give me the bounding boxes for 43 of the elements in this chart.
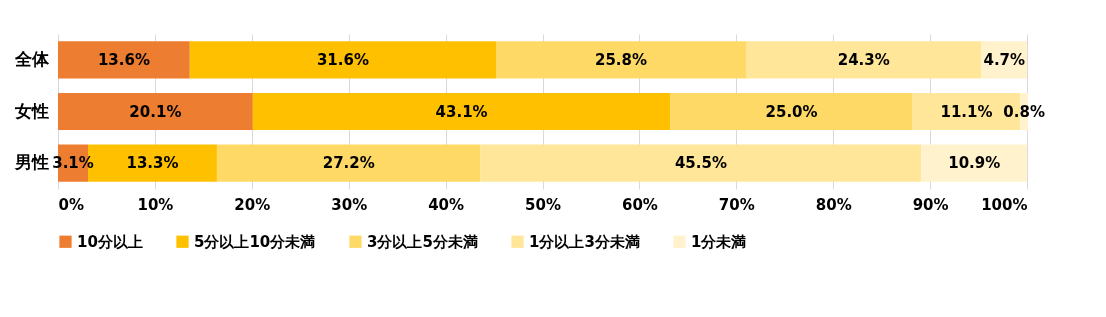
text: 43.1% xyxy=(435,102,488,121)
legend-label: 3分以上5分未満 xyxy=(367,232,478,251)
bar xyxy=(921,144,1028,182)
x-tick-label: 50% xyxy=(525,195,561,214)
bar xyxy=(252,92,671,131)
bar xyxy=(58,41,190,79)
y-tick-label: 女性 xyxy=(13,100,49,121)
bar xyxy=(746,41,982,79)
text: 10.9% xyxy=(948,154,1001,173)
y-tick-label: 男性 xyxy=(13,152,49,173)
legend-label: 1分以上3分未満 xyxy=(529,232,640,251)
text: 13.3% xyxy=(126,154,179,173)
text: 20.1% xyxy=(129,102,182,121)
x-tick-label: 100% xyxy=(981,195,1028,214)
bar xyxy=(189,41,496,79)
legend-label: 5分以上10分未満 xyxy=(194,232,316,251)
x-tick-label: 10% xyxy=(137,195,174,214)
text: 11.1% xyxy=(940,102,993,121)
text: 45.5% xyxy=(674,154,727,173)
legend-label: 10分以上 xyxy=(77,232,143,251)
text: 0.8% xyxy=(1003,102,1045,121)
x-tick-label: 70% xyxy=(718,195,755,214)
x-tick-label: 60% xyxy=(621,195,658,214)
bar xyxy=(58,92,253,131)
x-tick-label: 0% xyxy=(58,195,84,214)
text: 25.0% xyxy=(765,102,818,121)
x-tick-label: 20% xyxy=(234,195,271,214)
text: 24.3% xyxy=(837,50,890,69)
bar xyxy=(496,41,747,79)
x-tick-label: 80% xyxy=(815,195,852,214)
text: 27.2% xyxy=(322,154,375,173)
bar xyxy=(670,92,913,131)
bar xyxy=(216,144,481,182)
text: 25.8% xyxy=(594,50,648,69)
x-tick-label: 30% xyxy=(331,195,368,214)
bar xyxy=(480,144,922,182)
text: 13.6% xyxy=(97,50,150,69)
text: 31.6% xyxy=(316,50,369,69)
legend-label: 1分未満 xyxy=(691,232,747,251)
x-tick-label: 40% xyxy=(428,195,465,214)
text: 4.7% xyxy=(983,50,1026,69)
x-tick-label: 90% xyxy=(912,195,949,214)
y-tick-label: 全体 xyxy=(13,48,50,69)
